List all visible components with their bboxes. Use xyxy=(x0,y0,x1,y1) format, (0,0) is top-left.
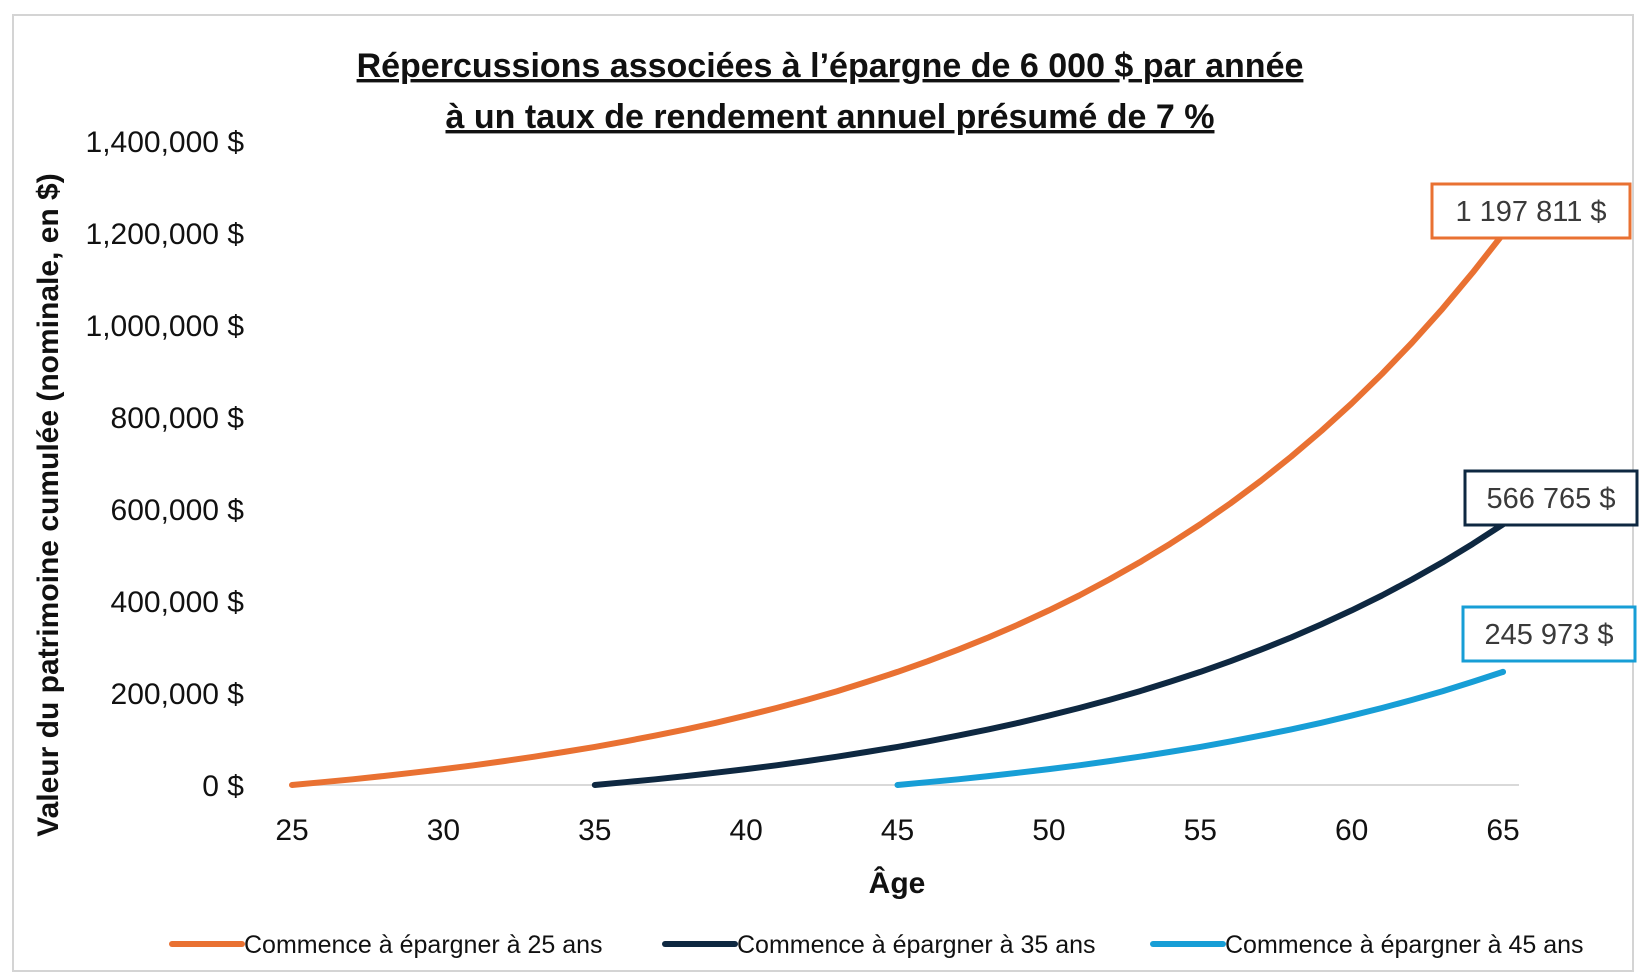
legend-label-3: Commence à épargner à 45 ans xyxy=(1225,931,1584,959)
y-tick-label: 800,000 $ xyxy=(111,402,245,435)
legend-label-2: Commence à épargner à 35 ans xyxy=(737,931,1096,959)
x-tick-label: 45 xyxy=(881,814,914,847)
x-tick-label: 30 xyxy=(427,814,460,847)
chart-title-line1: Répercussions associées à l’épargne de 6… xyxy=(357,47,1304,85)
end-label-box-3 xyxy=(1461,605,1637,663)
y-tick-label: 1,000,000 $ xyxy=(86,310,245,343)
y-tick-label: 1,400,000 $ xyxy=(86,126,245,159)
y-tick-label: 1,200,000 $ xyxy=(86,218,245,251)
series-group xyxy=(289,231,1506,788)
legend: Commence à épargner à 25 ans Commence à é… xyxy=(169,931,1584,959)
series-line-1 xyxy=(289,231,1506,788)
x-tick-label: 55 xyxy=(1184,814,1217,847)
x-tick-label: 35 xyxy=(578,814,611,847)
chart-frame xyxy=(12,14,1634,972)
y-tick-label: 400,000 $ xyxy=(111,586,245,619)
y-tick-label: 600,000 $ xyxy=(111,494,245,527)
chart-title-line2: à un taux de rendement annuel présumé de… xyxy=(446,98,1215,136)
end-label-box-2 xyxy=(1463,469,1639,527)
end-label-3: 245 973 $ xyxy=(1484,619,1613,651)
y-tick-label: 200,000 $ xyxy=(111,678,245,711)
x-tick-label: 25 xyxy=(275,814,308,847)
legend-label-1: Commence à épargner à 25 ans xyxy=(244,931,603,959)
end-point-3 xyxy=(1500,668,1506,675)
end-label-2: 566 765 $ xyxy=(1486,483,1615,515)
x-tick-group: 25 30 35 40 45 50 55 60 65 xyxy=(275,814,1519,847)
end-label-1: 1 197 811 $ xyxy=(1455,196,1606,228)
y-axis-title: Valeur du patrimoine cumulée (nominale, … xyxy=(32,173,65,837)
x-tick-label: 65 xyxy=(1486,814,1519,847)
x-axis-title: Âge xyxy=(869,866,926,900)
x-tick-label: 40 xyxy=(729,814,762,847)
series-line-2 xyxy=(591,521,1506,788)
x-tick-label: 60 xyxy=(1335,814,1368,847)
end-label-box-1 xyxy=(1430,182,1632,240)
y-tick-label: 0 $ xyxy=(202,770,244,803)
y-tick-group: 0 $ 200,000 $ 400,000 $ 600,000 $ 800,000 $ 1… xyxy=(86,126,245,803)
end-label-group: 1 197 811 $ 566 765 $ 245 973 $ xyxy=(1430,182,1639,663)
x-tick-label: 50 xyxy=(1032,814,1065,847)
series-line-3 xyxy=(894,668,1506,788)
